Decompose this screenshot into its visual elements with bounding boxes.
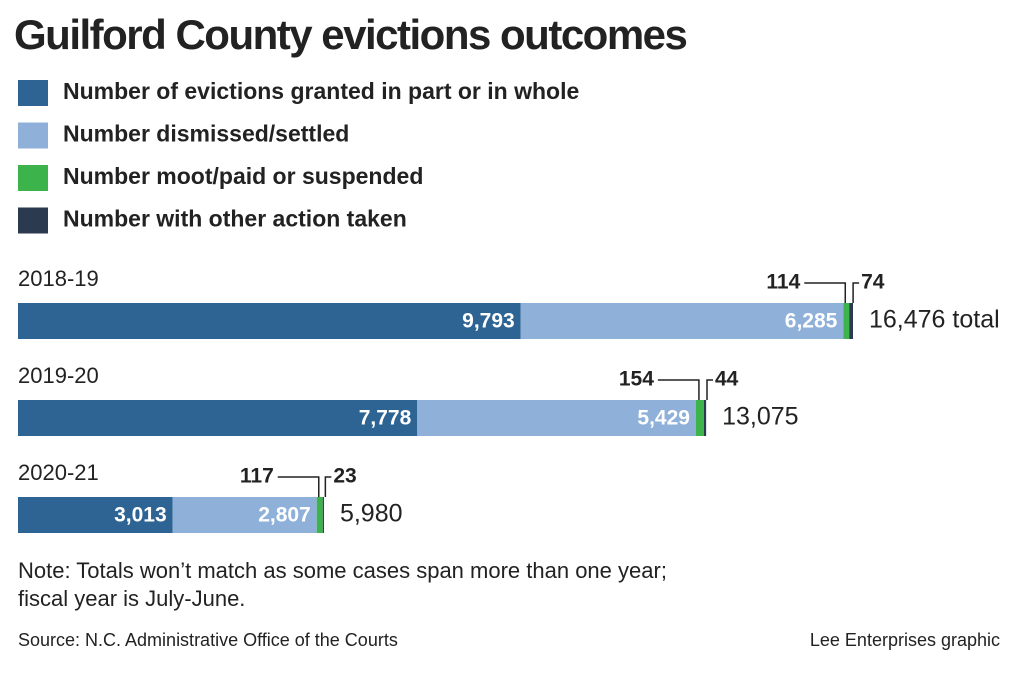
credit: Lee Enterprises graphic	[810, 630, 1000, 650]
source: Source: N.C. Administrative Office of th…	[18, 630, 398, 650]
category-label: 2020-21	[18, 460, 99, 485]
legend-swatch	[18, 165, 48, 191]
bar-segment	[703, 400, 707, 436]
legend-swatch	[18, 122, 48, 149]
value-label: 7,778	[359, 407, 412, 430]
leader-line	[324, 476, 332, 497]
value-label: 74	[861, 271, 885, 294]
legend-label: Number dismissed/settled	[63, 121, 349, 147]
value-label: 117	[240, 465, 274, 488]
leader-line	[657, 379, 700, 400]
legend-label: Number with other action taken	[63, 206, 407, 232]
note-line: fiscal year is July-June.	[18, 586, 245, 611]
note-line: Note: Totals won’t match as some cases s…	[18, 558, 667, 583]
bar-segment	[316, 497, 323, 533]
leader-line	[804, 282, 847, 303]
category-label: 2019-20	[18, 363, 99, 388]
total-label: 16,476 total	[869, 306, 1000, 334]
chart-title: Guilford County evictions outcomes	[14, 11, 687, 58]
value-label: 2,807	[258, 504, 311, 527]
leader-line	[706, 379, 714, 400]
legend-swatch	[18, 207, 48, 234]
bar-segment	[520, 303, 844, 339]
value-label: 5,429	[637, 407, 690, 430]
category-label: 2018-19	[18, 266, 99, 291]
legend-swatch	[18, 80, 48, 106]
leader-line	[277, 476, 320, 497]
bar-segment	[695, 400, 704, 436]
total-label: 13,075	[722, 403, 798, 431]
bar-segment	[417, 400, 696, 436]
bar-segment	[172, 497, 317, 533]
legend-label: Number moot/paid or suspended	[63, 163, 423, 189]
bar-segment	[322, 497, 324, 533]
bar-segment	[843, 303, 850, 339]
leader-line	[852, 282, 860, 303]
legend-label: Number of evictions granted in part or i…	[63, 78, 579, 104]
value-label: 6,285	[785, 310, 838, 333]
value-label: 9,793	[462, 310, 515, 333]
bar-segment	[18, 400, 418, 436]
bar-segment	[849, 303, 853, 339]
bar-segment	[18, 497, 173, 533]
value-label: 3,013	[114, 504, 167, 527]
value-label: 23	[333, 465, 356, 488]
total-label: 5,980	[340, 500, 403, 528]
bar-segment	[18, 303, 521, 339]
value-label: 114	[766, 271, 800, 294]
value-label: 154	[619, 368, 654, 391]
value-label: 44	[715, 368, 739, 391]
